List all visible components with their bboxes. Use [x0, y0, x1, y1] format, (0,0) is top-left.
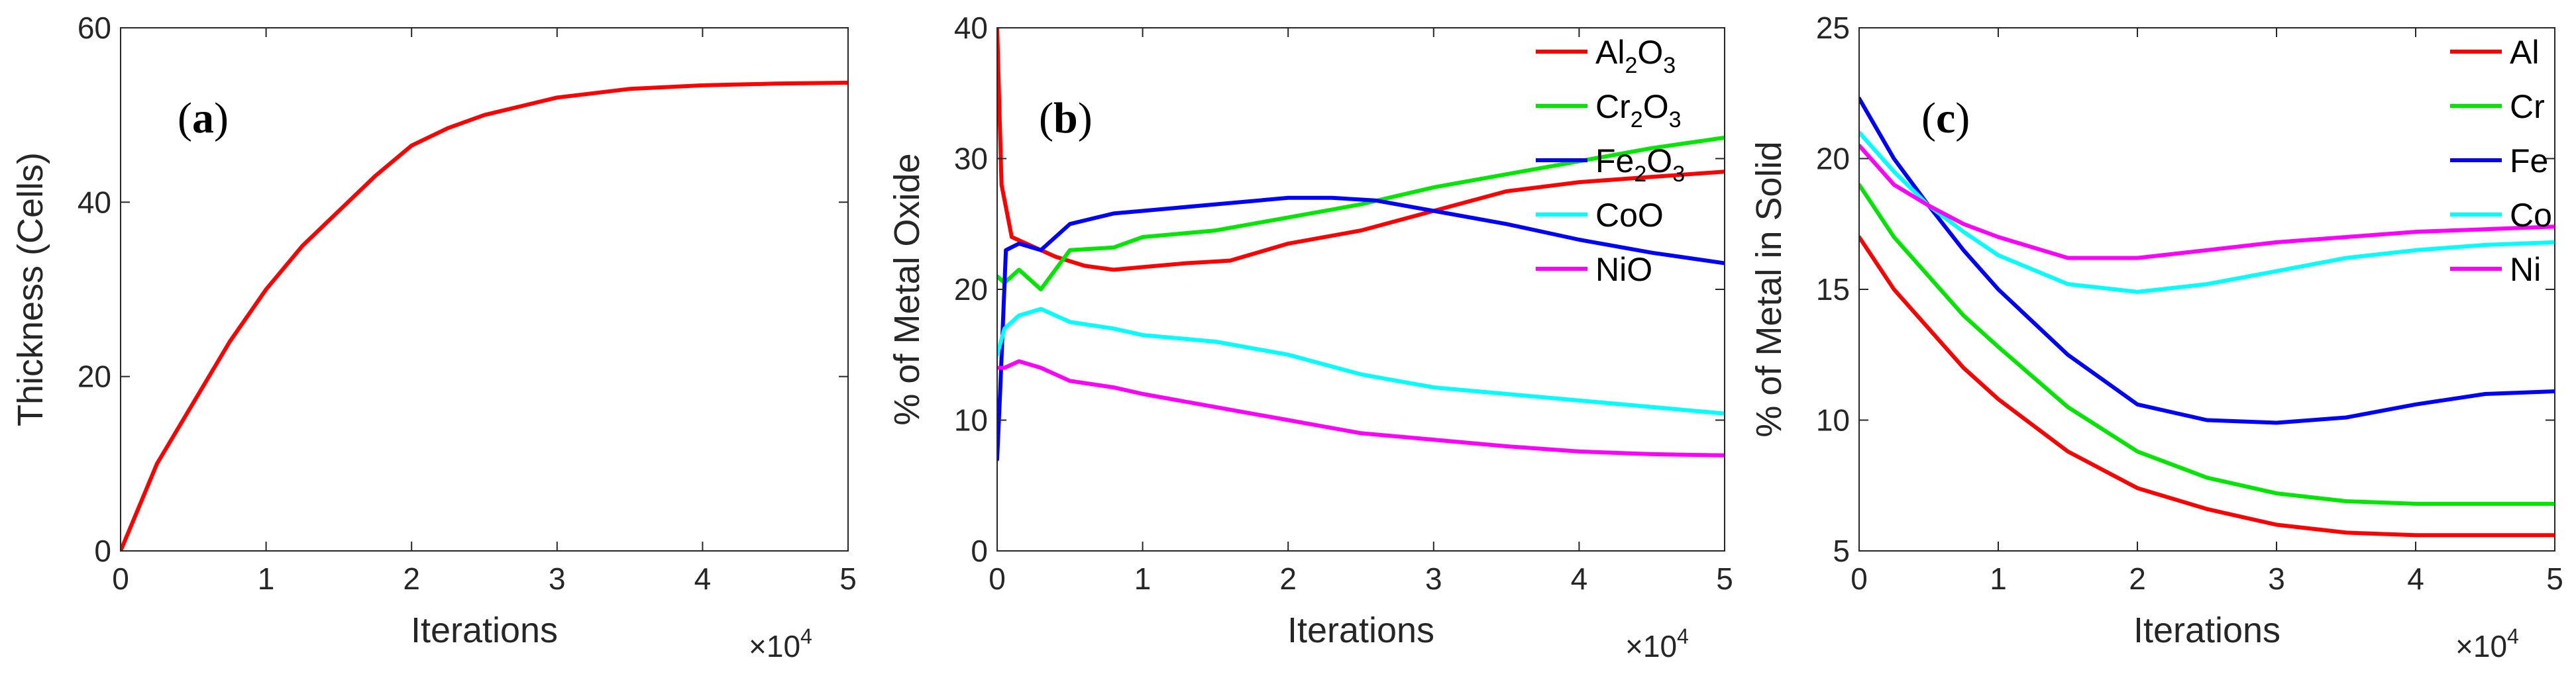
x-tick-label: 5 [839, 561, 857, 596]
legend-entry: Fe2O3 [1595, 142, 1685, 187]
legend-entry: Co [2510, 197, 2552, 234]
y-tick-label: 20 [78, 360, 111, 394]
panel-c: 0 1 2 3 4 5 5 10 15 20 25 Iterations % of Metal in… [1749, 11, 2563, 663]
legend-entry: Cr [2510, 88, 2545, 125]
x-tick-label: 5 [1716, 561, 1733, 596]
x-tick-label: 4 [2407, 561, 2424, 596]
x-tick-label: 1 [258, 561, 275, 596]
x-tick-label: 4 [1571, 561, 1588, 596]
y-tick-label: 15 [1816, 272, 1850, 307]
panel-a-axes [120, 27, 849, 552]
panel-c-label: (c) [1921, 94, 1970, 142]
series-line-cr2o3 [997, 135, 1725, 291]
series-line-al [1859, 235, 2555, 538]
panel-b-ticks: 0 1 2 3 4 5 0 10 20 30 40 [954, 11, 1733, 596]
series-line-thickness [121, 80, 848, 551]
legend-entry: Cr2O3 [1595, 88, 1682, 132]
x-tick-label: 1 [1990, 561, 2007, 596]
panel-c-ylabel: % of Metal in Solid [1749, 141, 1789, 437]
y-tick-label: 60 [78, 11, 111, 45]
panel-b-ylabel: % of Metal Oxide [887, 153, 927, 425]
legend-entry: Al [2510, 34, 2539, 71]
y-tick-label: 40 [954, 11, 988, 45]
y-tick-label: 40 [78, 185, 111, 219]
panel-a-ylabel: Thickness (Cells) [11, 152, 50, 426]
panel-b-legend: Al2O3 Cr2O3 Fe2O3 CoO NiO [1536, 34, 1685, 288]
x-tick-label: 0 [1851, 561, 1868, 596]
panel-b-label: (b) [1039, 94, 1093, 142]
series-line-fe2o3 [997, 195, 1725, 462]
y-tick-label: 20 [1816, 142, 1850, 176]
panel-b-x-exponent: ×104 [1625, 624, 1689, 663]
legend-entry: NiO [1595, 251, 1652, 288]
panel-a-xlabel: Iterations [411, 610, 558, 650]
legend-entry: Al2O3 [1595, 34, 1676, 78]
panel-a: 0 1 2 3 4 5 0 20 40 60 Iterations Thickness (Cell… [11, 11, 857, 663]
x-tick-label: 5 [2546, 561, 2563, 596]
x-tick-label: 4 [694, 561, 712, 596]
series-line-nio [997, 359, 1725, 458]
panel-a-label: (a) [178, 94, 229, 142]
panel-c-series [1859, 96, 2555, 538]
y-tick-label: 25 [1816, 11, 1850, 45]
y-tick-label: 20 [954, 272, 988, 307]
y-tick-label: 10 [954, 403, 988, 438]
x-tick-label: 0 [989, 561, 1006, 596]
series-line-fe [1859, 96, 2555, 425]
x-tick-label: 1 [1134, 561, 1152, 596]
legend-entry: CoO [1595, 197, 1664, 234]
x-tick-label: 2 [1279, 561, 1297, 596]
x-tick-label: 3 [549, 561, 566, 596]
y-tick-label: 0 [94, 534, 111, 568]
series-line-al2o3 [997, 28, 1725, 272]
y-tick-label: 30 [954, 142, 988, 176]
legend-entry: Fe [2510, 142, 2548, 179]
series-line-ni [1859, 143, 2555, 260]
y-tick-label: 0 [971, 534, 988, 568]
series-line-coo [997, 307, 1725, 416]
x-tick-label: 2 [2129, 561, 2146, 596]
panel-b-series [997, 28, 1725, 462]
x-tick-label: 2 [403, 561, 420, 596]
series-line-cr [1859, 183, 2555, 506]
legend-entry: Ni [2510, 251, 2541, 288]
y-tick-label: 10 [1816, 403, 1850, 438]
panel-a-x-exponent: ×104 [749, 624, 812, 663]
panel-c-x-exponent: ×104 [2455, 624, 2519, 663]
panel-a-series [121, 80, 848, 551]
panel-a-ticks: 0 1 2 3 4 5 0 20 40 60 [78, 11, 857, 596]
panel-c-legend: Al Cr Fe Co Ni [2450, 34, 2552, 288]
panel-b: 0 1 2 3 4 5 0 10 20 30 40 Iterations % of Metal Ox… [887, 11, 1733, 663]
panel-c-xlabel: Iterations [2133, 610, 2281, 650]
panel-b-xlabel: Iterations [1287, 610, 1434, 650]
x-tick-label: 3 [1425, 561, 1442, 596]
y-tick-label: 5 [1833, 534, 1850, 568]
x-tick-label: 3 [2268, 561, 2285, 596]
x-tick-label: 0 [112, 561, 129, 596]
panel-c-ticks: 0 1 2 3 4 5 5 10 15 20 25 [1816, 11, 2563, 596]
